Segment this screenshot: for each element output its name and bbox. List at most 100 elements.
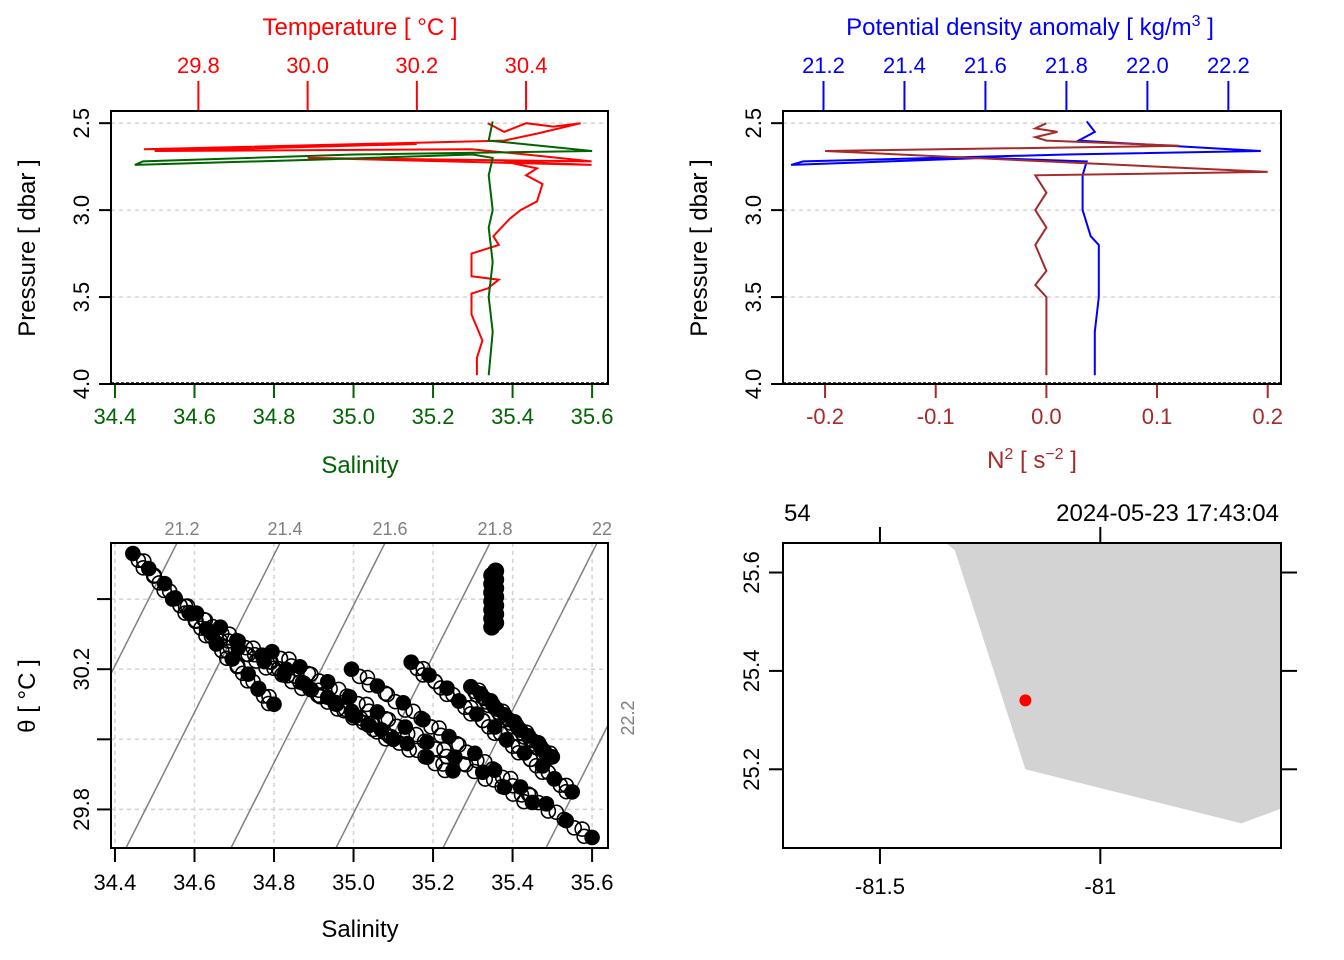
top-tick-label: 29.8: [177, 53, 220, 78]
ts-point: [266, 696, 282, 713]
x-tick-label: 35.2: [412, 870, 455, 895]
ts-point: [468, 752, 485, 769]
temperature-axis-title: Temperature [ °C ]: [263, 14, 458, 41]
ts-salinity-axis-title: Salinity: [321, 916, 398, 943]
x-tick-label: 34.4: [94, 870, 137, 895]
bottom-tick-label: 34.6: [173, 404, 216, 429]
ts-point: [401, 742, 417, 758]
series-line-salinity: [134, 121, 593, 376]
ts-point: [239, 673, 256, 689]
x-tick-label: -81: [1084, 874, 1116, 899]
ts-point: [574, 821, 590, 837]
y-tick-label: 3.5: [741, 282, 766, 313]
x-tick-label: 35.4: [491, 870, 534, 895]
x-tick-label: 35.6: [571, 870, 614, 895]
isopycnal-line: [111, 543, 178, 676]
ts-point: [281, 651, 297, 668]
ts-point: [558, 812, 575, 829]
y-tick-label: 3.5: [69, 282, 94, 313]
scatter-points: [125, 545, 600, 846]
ts-point: [322, 680, 338, 697]
top-tick-label: 30.0: [286, 53, 329, 78]
bottom-tick-label: 34.4: [94, 404, 137, 429]
plot-frame: [782, 542, 1282, 849]
y-tick-label: 4.0: [69, 369, 94, 400]
x-tick-label: 34.8: [253, 870, 296, 895]
temperature-salinity-profile-panel: Temperature [ °C ] Salinity Pressure [ d…: [14, 14, 614, 479]
ts-point: [584, 829, 600, 846]
ts-point: [130, 552, 147, 569]
bottom-tick-label: 0.2: [1252, 404, 1283, 429]
ts-point: [534, 764, 551, 781]
isopycnal-label: 22.2: [618, 700, 638, 735]
pressure-axis-title-2: Pressure [ dbar ]: [686, 159, 713, 336]
bottom-tick-label: -0.1: [917, 404, 955, 429]
bottom-tick-label: 0.0: [1031, 404, 1062, 429]
ts-point: [359, 669, 376, 686]
plot-frame: [110, 542, 609, 849]
ts-point: [436, 741, 452, 758]
y-tick-label: 29.8: [69, 788, 94, 831]
ts-theta-axis-title: θ [ °C ]: [14, 659, 41, 733]
station-marker: [1019, 694, 1032, 707]
ts-point: [477, 771, 494, 787]
ts-point: [399, 726, 416, 742]
land-polygon: [946, 543, 1281, 824]
ts-point: [255, 688, 272, 704]
y-tick-label: 3.0: [69, 195, 94, 226]
ts-point: [431, 720, 447, 736]
ts-point: [486, 725, 503, 742]
y-tick-label: 4.0: [741, 369, 766, 400]
y-tick-label: 25.4: [739, 649, 764, 692]
pressure-axis-title: Pressure [ dbar ]: [14, 159, 41, 336]
ts-point: [423, 719, 439, 735]
density-axis-title: Potential density anomaly [ kg/m3 ]: [846, 13, 1214, 41]
isopycnal-label: 21.4: [267, 519, 302, 539]
ts-point: [520, 786, 537, 803]
top-tick-label: 21.8: [1045, 53, 1088, 78]
top-tick-label: 30.4: [505, 53, 548, 78]
salinity-axis-title: Salinity: [321, 452, 398, 479]
ts-point: [564, 784, 581, 800]
y-tick-label: 2.5: [69, 108, 94, 139]
ts-point: [540, 803, 557, 819]
ts-point: [351, 668, 368, 685]
density-n2-profile-panel: Potential density anomaly [ kg/m3 ] N2 […: [686, 13, 1283, 474]
isopycnal-label: 21.8: [477, 519, 512, 539]
top-tick-label: 22.2: [1207, 53, 1250, 78]
bottom-tick-label: -0.2: [806, 404, 844, 429]
ts-point: [377, 685, 394, 702]
ts-point: [343, 661, 360, 678]
plot-frame: [110, 110, 609, 385]
ts-point: [427, 741, 444, 757]
bottom-tick-label: 35.0: [332, 404, 375, 429]
ts-point: [486, 762, 503, 778]
station-map-panel: 54 2024-05-23 17:43:04 -81.5 -81 25.2 25.4 2…: [739, 500, 1297, 899]
plot-frame: [782, 110, 1282, 385]
bottom-tick-label: 35.4: [491, 404, 534, 429]
ts-point: [258, 660, 274, 676]
bottom-tick-label: 34.8: [253, 404, 296, 429]
x-tick-label: 35.0: [332, 870, 375, 895]
ts-point: [350, 695, 366, 712]
ts-point: [445, 763, 461, 779]
n2-axis-title: N2 [ s−2 ]: [987, 446, 1077, 474]
series-line-n2: [825, 122, 1268, 376]
station-number: 54: [784, 500, 811, 527]
bottom-tick-label: 35.6: [571, 404, 614, 429]
ts-point: [512, 779, 529, 795]
isopycnal-label: 22: [592, 519, 612, 539]
ts-point: [272, 650, 289, 667]
top-tick-label: 30.2: [395, 53, 438, 78]
y-tick-label: 30.2: [69, 648, 94, 691]
isopycnal-line: [335, 543, 491, 848]
ts-point: [369, 678, 386, 694]
ts-point: [449, 735, 465, 752]
top-tick-label: 21.2: [802, 53, 845, 78]
ts-point: [439, 686, 455, 703]
top-tick-label: 21.6: [964, 53, 1007, 78]
ts-point: [494, 769, 511, 786]
x-tick-label: -81.5: [855, 874, 905, 899]
series-line-temperature: [143, 122, 592, 376]
isopycnal-line: [442, 543, 598, 848]
